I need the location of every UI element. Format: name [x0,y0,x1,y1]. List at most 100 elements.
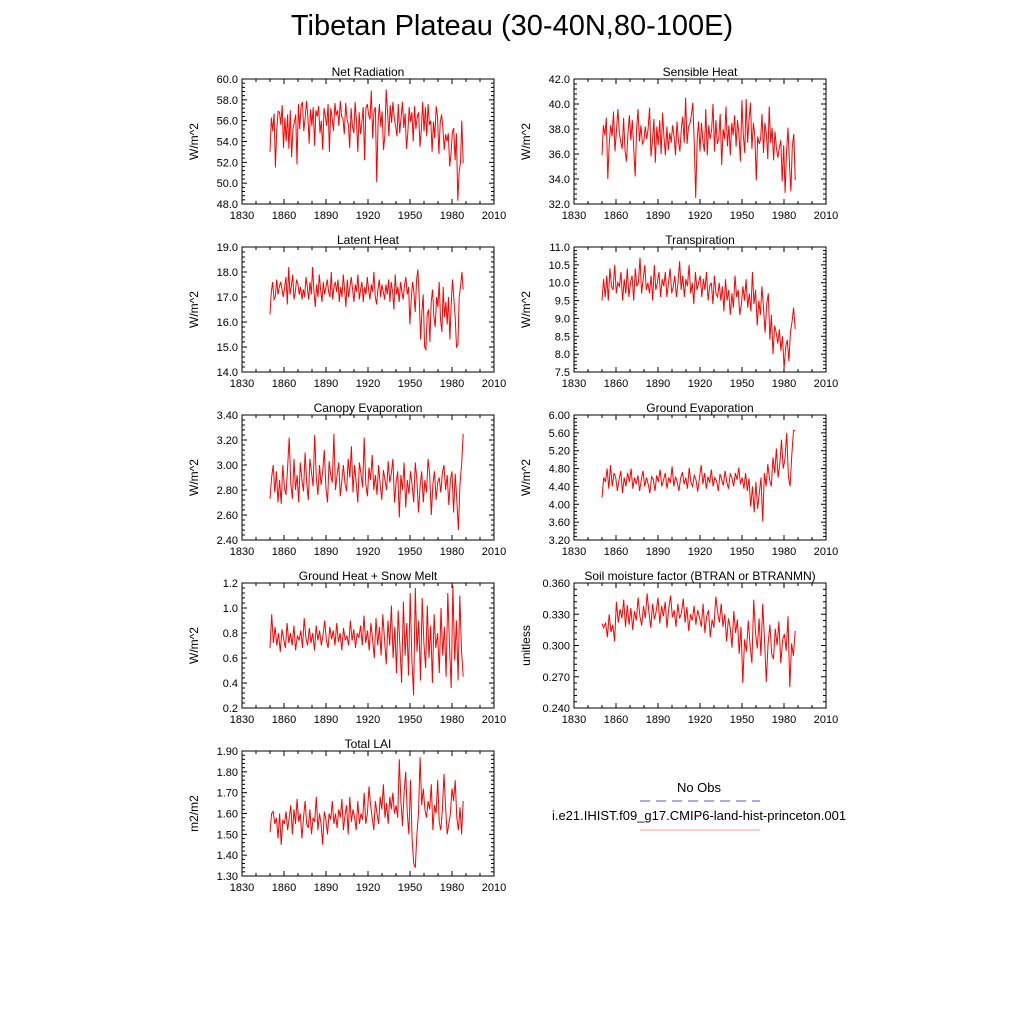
y-tick-label: 10.5 [549,260,570,272]
x-tick-label: 2010 [482,714,506,726]
y-tick-label: 3.20 [217,435,238,447]
x-tick-label: 1890 [314,882,338,894]
panel-8: Soil moisture factor (BTRAN or BTRANMN) u… [519,569,838,726]
y-axis-label: W/m^2 [519,123,533,160]
y-tick-label: 2.80 [217,485,238,497]
legend-obs-label: No Obs [677,780,722,795]
series-line [601,257,796,369]
x-tick-label: 1890 [314,546,338,558]
x-tick-label: 1980 [772,714,796,726]
y-tick-label: 4.40 [549,481,570,493]
y-tick-label: 32.0 [549,199,570,211]
y-tick-label: 6.00 [549,410,570,422]
y-tick-label: 50.0 [217,178,238,190]
y-tick-label: 8.5 [555,331,570,343]
y-axis-label: W/m^2 [519,291,533,328]
panel-title: Transpiration [665,233,735,247]
x-tick-label: 1980 [440,210,464,222]
x-tick-label: 1920 [356,378,380,390]
y-tick-label: 0.2 [223,703,238,715]
legend-model-label: i.e21.IHIST.f09_g17.CMIP6-land-hist-prin… [552,808,846,823]
series-line [601,97,796,198]
x-tick-label: 1950 [730,546,754,558]
plot-frame [241,246,495,373]
y-tick-label: 2.60 [217,510,238,522]
x-tick-label: 1830 [230,378,254,390]
y-tick-label: 3.40 [217,410,238,422]
y-tick-label: 5.60 [549,428,570,440]
x-tick-label: 1980 [772,210,796,222]
y-tick-label: 34.0 [549,174,570,186]
x-tick-label: 1830 [562,210,586,222]
x-tick-label: 1920 [688,546,712,558]
y-tick-label: 15.0 [217,342,238,354]
panel-title: Net Radiation [332,65,405,79]
series-line [269,433,464,531]
plot-frame [573,582,827,709]
series-line [601,430,796,522]
y-tick-label: 58.0 [217,95,238,107]
y-tick-label: 0.270 [542,672,570,684]
y-axis-label: W/m^2 [519,459,533,496]
x-tick-label: 2010 [482,210,506,222]
y-tick-label: 0.360 [542,578,570,590]
x-tick-label: 2010 [482,546,506,558]
x-tick-label: 1890 [314,378,338,390]
y-tick-label: 42.0 [549,74,570,86]
y-tick-label: 1.50 [217,829,238,841]
x-tick-label: 1980 [440,882,464,894]
y-tick-label: 1.40 [217,850,238,862]
panel-title: Total LAI [345,737,392,751]
x-tick-label: 1950 [730,714,754,726]
y-tick-label: 36.0 [549,149,570,161]
y-tick-label: 9.5 [555,296,570,308]
x-tick-label: 1950 [730,378,754,390]
panel-title: Ground Evaporation [646,401,753,415]
x-tick-label: 1890 [646,210,670,222]
y-tick-label: 48.0 [217,199,238,211]
y-tick-label: 17.0 [217,292,238,304]
x-tick-label: 1830 [230,714,254,726]
y-tick-label: 3.00 [217,460,238,472]
y-tick-label: 2.40 [217,535,238,547]
y-tick-label: 19.0 [217,242,238,254]
y-tick-label: 1.30 [217,871,238,883]
y-tick-label: 1.70 [217,788,238,800]
x-tick-label: 1860 [604,546,628,558]
y-tick-label: 0.4 [223,678,238,690]
y-axis-label: unitless [519,625,533,666]
x-tick-label: 1980 [440,546,464,558]
x-tick-label: 1980 [772,546,796,558]
series-line [601,593,796,688]
x-tick-label: 1950 [398,378,422,390]
panel-title: Latent Heat [337,233,400,247]
x-tick-label: 1920 [688,210,712,222]
x-tick-label: 2010 [814,210,838,222]
x-tick-label: 1920 [688,378,712,390]
x-tick-label: 1830 [230,546,254,558]
x-tick-label: 1860 [272,714,296,726]
y-tick-label: 54.0 [217,137,238,149]
y-tick-label: 10.0 [549,278,570,290]
panel-title: Sensible Heat [663,65,738,79]
x-tick-label: 1890 [646,714,670,726]
x-tick-label: 1920 [356,210,380,222]
x-tick-label: 1950 [398,714,422,726]
y-tick-label: 4.80 [549,464,570,476]
x-tick-label: 1890 [646,546,670,558]
y-tick-label: 1.0 [223,603,238,615]
y-tick-label: 4.00 [549,499,570,511]
panel-title: Canopy Evaporation [314,401,423,415]
x-tick-label: 2010 [814,546,838,558]
x-tick-label: 2010 [814,378,838,390]
y-tick-label: 11.0 [549,242,570,254]
x-tick-label: 2010 [482,882,506,894]
x-tick-label: 1860 [604,714,628,726]
y-tick-label: 1.60 [217,809,238,821]
y-tick-label: 7.5 [555,367,570,379]
x-tick-label: 1950 [398,882,422,894]
y-axis-label: W/m^2 [187,291,201,328]
x-tick-label: 1860 [272,210,296,222]
x-tick-label: 1950 [730,210,754,222]
legend: No Obs i.e21.IHIST.f09_g17.CMIP6-land-his… [552,780,846,831]
